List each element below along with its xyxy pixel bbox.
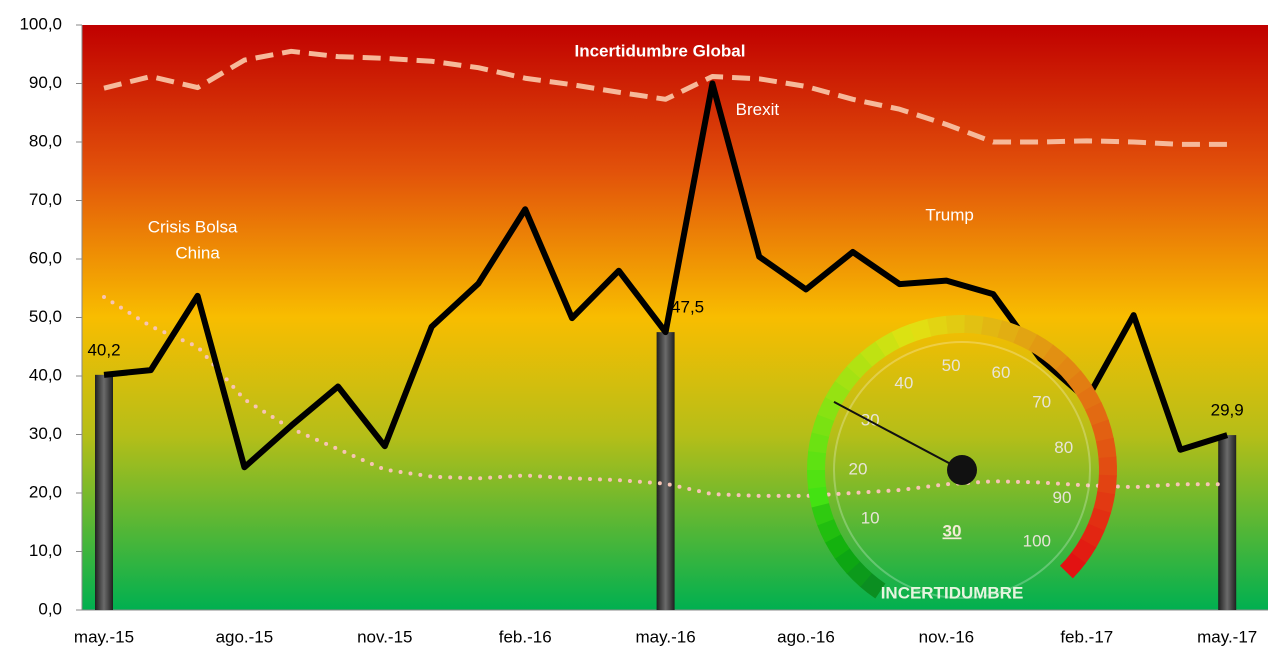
y-tick-label: 20,0 — [29, 482, 62, 501]
gauge-tick-label: 90 — [1053, 488, 1072, 507]
gauge-arc — [1062, 363, 1075, 377]
gauge-tick-label: 40 — [894, 373, 913, 392]
gauge-arc — [833, 386, 843, 402]
gauge-arc — [1048, 352, 1062, 364]
x-tick-label: ago.-15 — [216, 627, 274, 646]
annotation: Trump — [925, 206, 974, 225]
annotation: Crisis Bolsa — [148, 217, 238, 236]
y-tick-label: 60,0 — [29, 248, 62, 267]
gauge-hub — [947, 455, 977, 485]
gauge-arc — [817, 487, 820, 505]
gauge-tick-label: 50 — [942, 356, 961, 375]
x-tick-label: feb.-17 — [1060, 627, 1113, 646]
chart: Incertidumbre Global 0,0 10,0 20,0 30,0 40,0… — [0, 0, 1268, 653]
gauge-arc — [854, 359, 867, 372]
x-tick-label: nov.-15 — [357, 627, 412, 646]
gauge-arc — [853, 567, 866, 580]
bar — [657, 332, 675, 610]
x-tick-label: may.-15 — [74, 627, 134, 646]
y-tick-label: 30,0 — [29, 424, 62, 443]
gauge-tick-label: 60 — [991, 363, 1010, 382]
gauge-arc — [825, 521, 833, 538]
gauge-arc — [1096, 510, 1102, 528]
gauge-arc — [1106, 475, 1108, 494]
annotation: Brexit — [736, 100, 780, 119]
x-tick-label: feb.-16 — [499, 627, 552, 646]
gauge-arc — [817, 434, 820, 452]
gauge-tick-label: 10 — [861, 508, 880, 527]
y-tick-label: 80,0 — [29, 131, 62, 150]
y-tick-label: 10,0 — [29, 541, 62, 560]
gauge-arc — [833, 538, 843, 554]
gauge-arc — [842, 372, 854, 387]
y-tick-label: 90,0 — [29, 73, 62, 92]
y-tick-label: 50,0 — [29, 307, 62, 326]
bar — [95, 375, 113, 610]
gauge-arc — [880, 340, 896, 349]
gauge-value: 30 — [943, 521, 962, 540]
gauge-arc — [866, 348, 881, 359]
gauge-arc — [1093, 406, 1100, 423]
gauge-arc — [1033, 342, 1049, 352]
x-tick-label: may.-17 — [1197, 627, 1257, 646]
gauge-arc — [1100, 422, 1105, 440]
gauge-arc — [947, 324, 966, 325]
x-tick-label: ago.-16 — [777, 627, 835, 646]
y-tick-label: 0,0 — [38, 599, 62, 618]
gauge-arc — [1078, 543, 1088, 559]
value-label: 29,9 — [1211, 401, 1244, 420]
gauge-tick-label: 100 — [1023, 532, 1051, 551]
x-tick-label: nov.-16 — [919, 627, 974, 646]
gauge-arc — [1088, 527, 1096, 544]
gauge-arc — [1107, 457, 1108, 476]
chart-title: Incertidumbre Global — [575, 41, 746, 60]
gauge-arc — [826, 401, 834, 418]
gauge-arc — [1017, 335, 1034, 343]
annotation: China — [175, 243, 220, 262]
x-tick-label: may.-16 — [636, 627, 696, 646]
value-label: 40,2 — [87, 340, 120, 359]
gauge-tick-label: 20 — [849, 459, 868, 478]
gauge-arc — [896, 333, 913, 340]
gauge-arc — [1000, 329, 1018, 335]
bar — [1218, 435, 1236, 610]
gauge-arc — [965, 324, 984, 326]
gauge-arc — [866, 580, 881, 591]
gauge-arc — [1105, 440, 1108, 459]
gauge-arc — [1074, 376, 1085, 391]
gauge-arc — [1084, 390, 1093, 406]
gauge-arc — [982, 325, 1000, 329]
gauge-arc — [820, 417, 826, 435]
gauge-arc — [929, 325, 947, 328]
gauge-arc — [912, 328, 930, 333]
y-tick-label: 70,0 — [29, 190, 62, 209]
gauge-arc — [816, 451, 817, 470]
y-tick-label: 100,0 — [19, 14, 62, 33]
gauge-arc — [820, 504, 826, 522]
value-label: 47,5 — [671, 298, 704, 317]
y-tick-label: 40,0 — [29, 365, 62, 384]
gauge-arc — [1066, 558, 1078, 572]
gauge-tick-label: 80 — [1054, 438, 1073, 457]
gauge-arc — [1102, 493, 1106, 511]
gauge-arc — [816, 469, 817, 488]
gauge-arc — [842, 553, 854, 568]
gauge-label: INCERTIDUMBRE — [881, 583, 1024, 602]
gauge-tick-label: 70 — [1032, 393, 1051, 412]
